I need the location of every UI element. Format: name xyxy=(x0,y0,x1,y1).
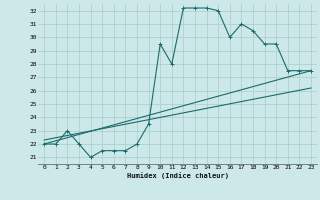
X-axis label: Humidex (Indice chaleur): Humidex (Indice chaleur) xyxy=(127,172,228,179)
